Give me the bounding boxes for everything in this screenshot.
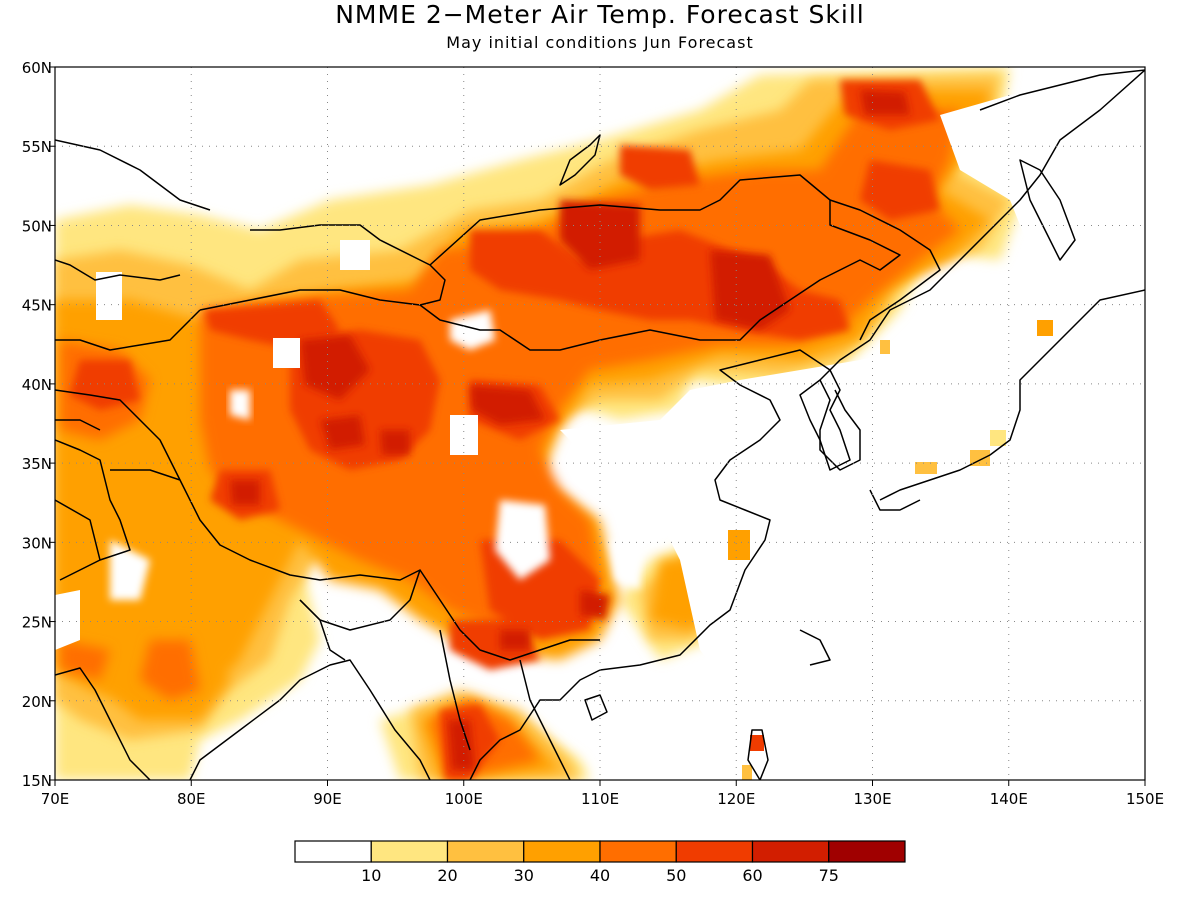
low-skill-patches <box>55 67 1145 780</box>
lat-tick-label: 15N <box>22 772 52 790</box>
lat-tick-label: 20N <box>22 693 52 711</box>
lon-tick-label: 70E <box>41 790 70 808</box>
lat-tick-label: 55N <box>22 138 52 156</box>
colorbar-label: 30 <box>514 866 534 885</box>
colorbar-label: 20 <box>437 866 457 885</box>
colorbar-swatch <box>751 840 830 863</box>
chart-subtitle: May initial conditions Jun Forecast <box>446 33 754 52</box>
lat-tick-label: 35N <box>22 455 52 473</box>
colorbar-label: 75 <box>819 866 839 885</box>
chart-title: NMME 2−Meter Air Temp. Forecast Skill <box>335 0 865 29</box>
colorbar: 10 20 30 40 50 60 75 <box>294 840 906 885</box>
lat-tick-label: 40N <box>22 376 52 394</box>
colorbar-swatch <box>523 840 601 863</box>
colorbar-label: 60 <box>742 866 762 885</box>
colorbar-label: 40 <box>590 866 610 885</box>
lat-tick-label: 30N <box>22 534 52 552</box>
lat-tick-label: 60N <box>22 59 52 77</box>
lon-tick-label: 100E <box>445 790 483 808</box>
latitude-ticks: 15N 20N 25N 30N 35N 40N 45N 50N 55N 60N <box>22 59 55 790</box>
colorbar-swatch <box>294 840 372 863</box>
colorbar-swatch <box>370 840 449 863</box>
colorbar-label: 10 <box>361 866 381 885</box>
lon-tick-label: 110E <box>581 790 619 808</box>
lon-tick-label: 80E <box>177 790 206 808</box>
coastlines <box>55 69 1145 780</box>
colorbar-swatch <box>828 840 906 863</box>
lat-tick-label: 50N <box>22 217 52 235</box>
skill-band-60-75 <box>230 90 910 770</box>
lat-tick-label: 45N <box>22 297 52 315</box>
lon-tick-label: 150E <box>1126 790 1164 808</box>
lon-tick-label: 90E <box>313 790 342 808</box>
lon-tick-label: 130E <box>853 790 891 808</box>
lon-tick-label: 140E <box>990 790 1028 808</box>
colorbar-label: 50 <box>666 866 686 885</box>
colorbar-swatch <box>675 840 754 863</box>
lon-tick-label: 120E <box>717 790 755 808</box>
longitude-ticks: 70E 80E 90E 100E 110E 120E 130E 140E 150E <box>41 780 1164 808</box>
colorbar-swatch <box>599 840 677 863</box>
lat-tick-label: 25N <box>22 614 52 632</box>
colorbar-swatch <box>446 840 525 863</box>
skill-field <box>55 67 1145 780</box>
